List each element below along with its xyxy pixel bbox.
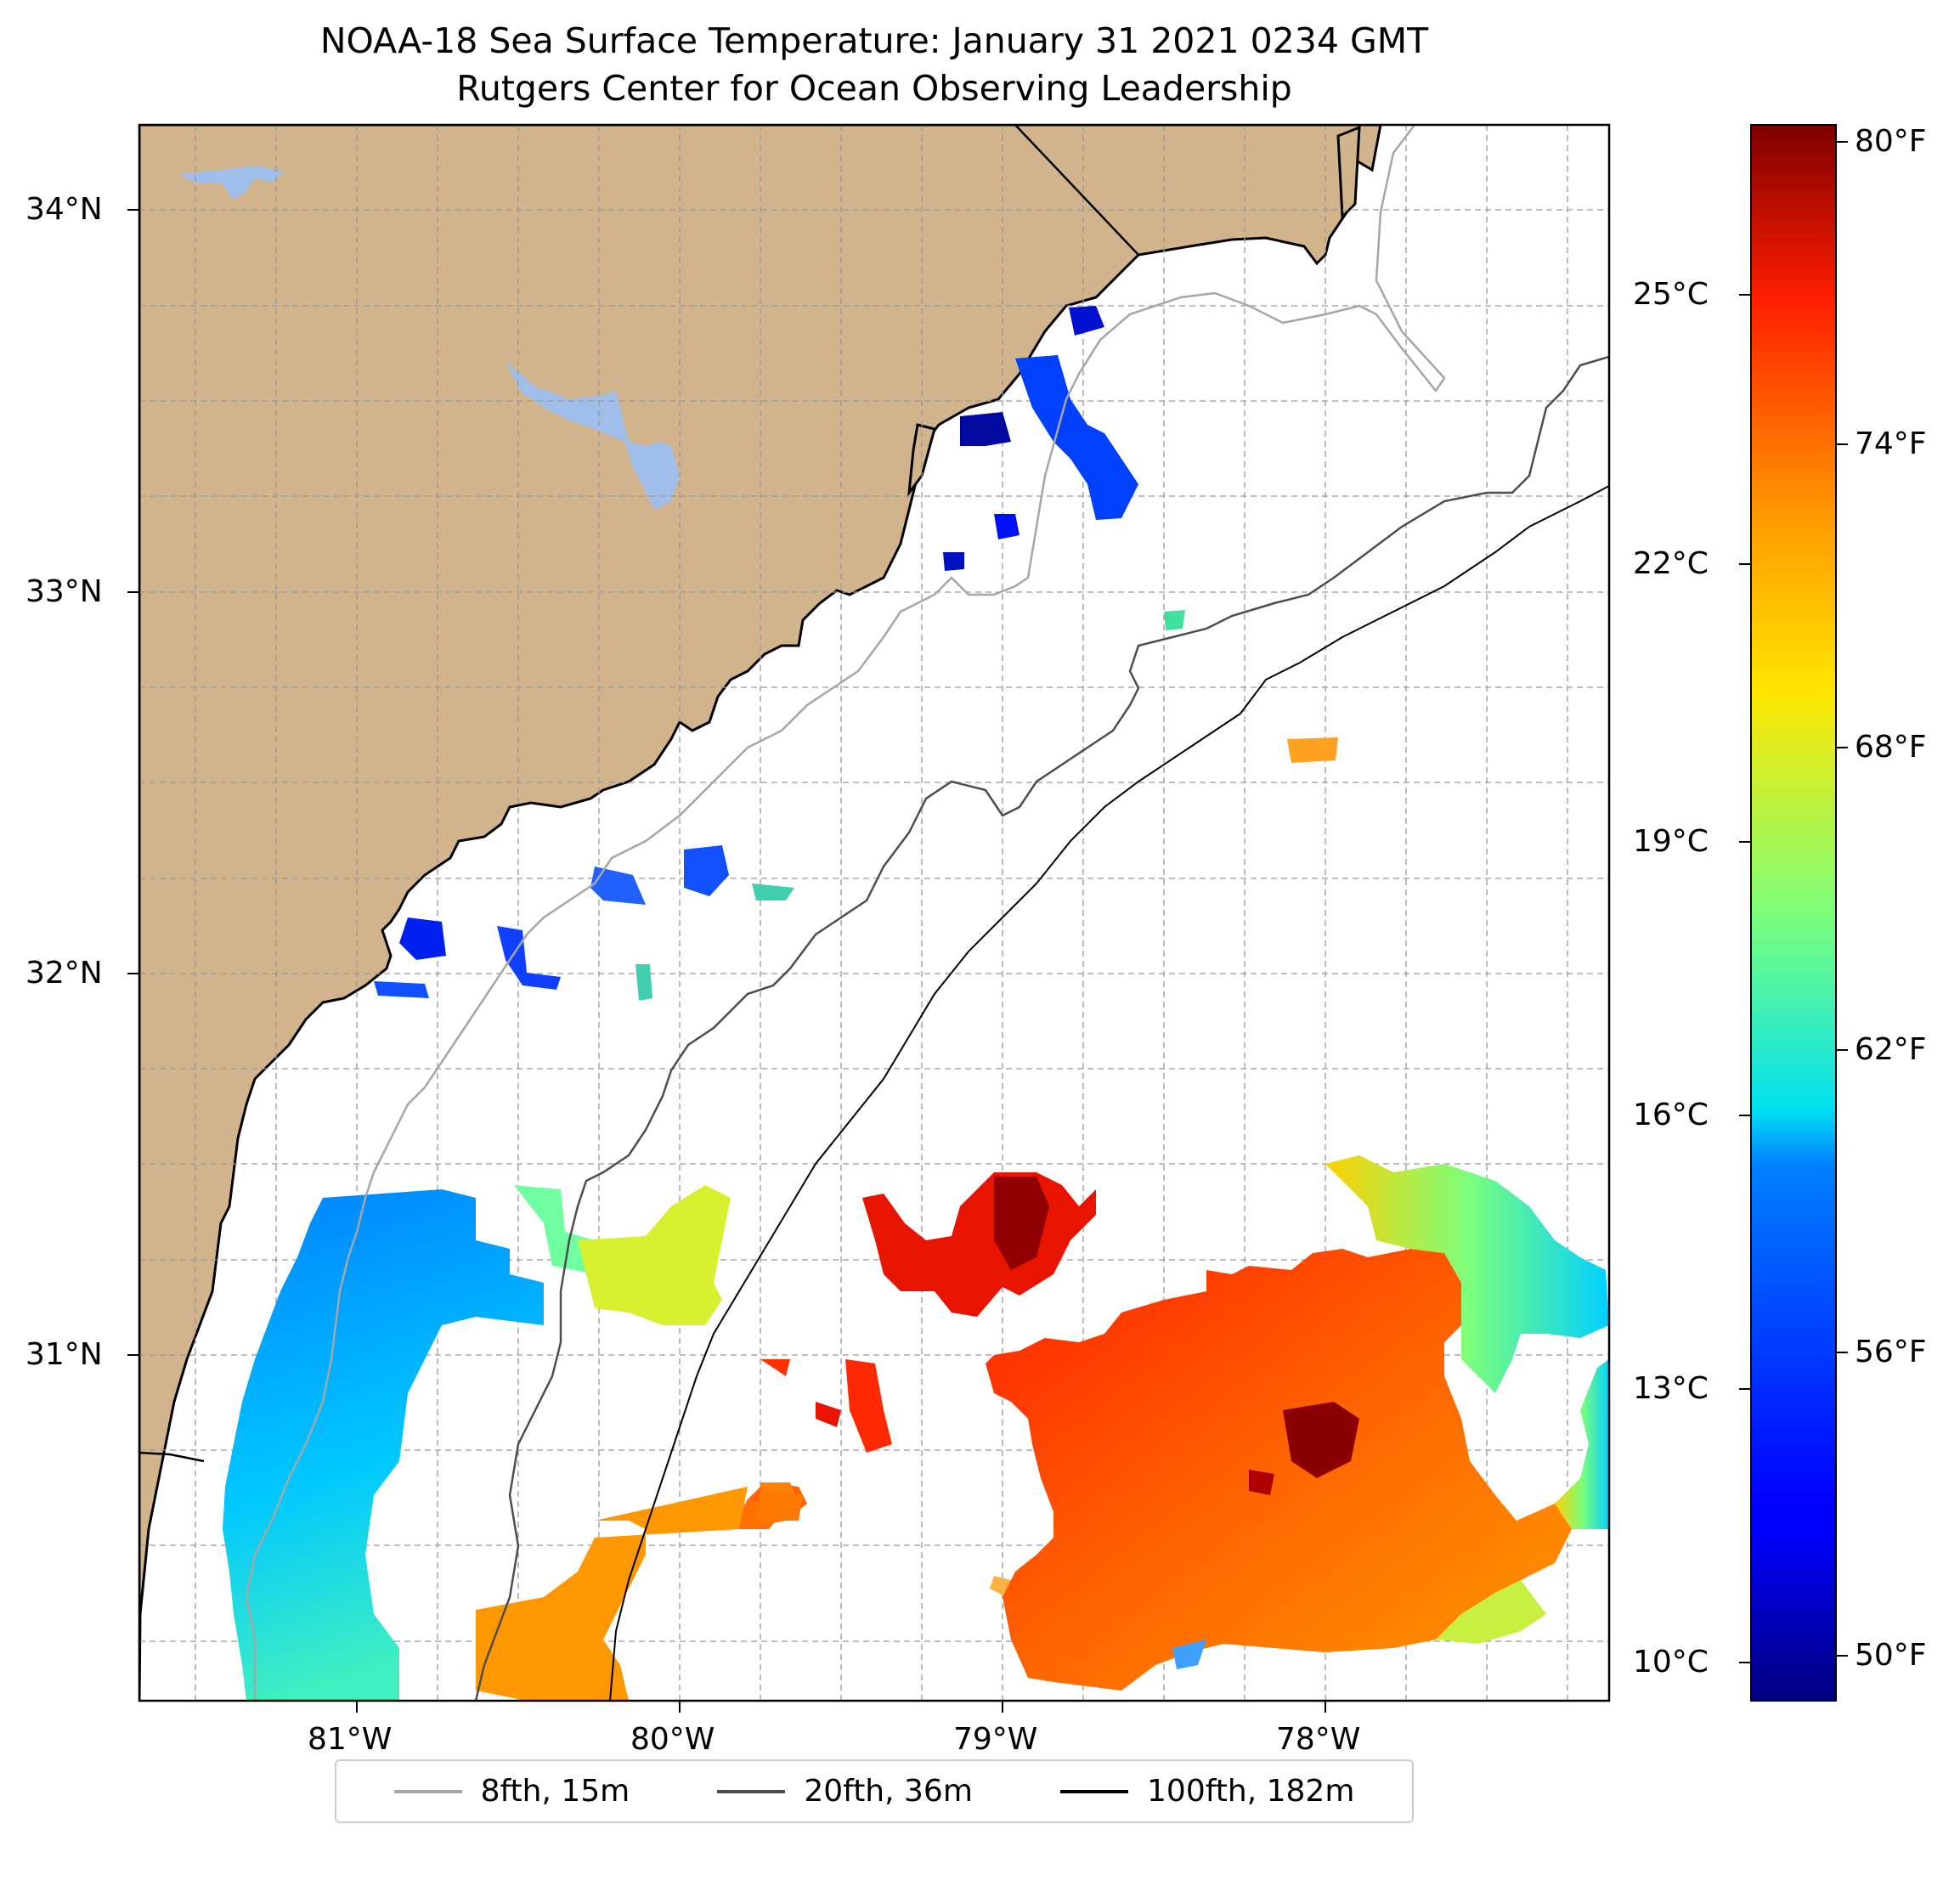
colorbar-celsius-label: 10°C [1633,1645,1709,1680]
sst-eastern-band [1325,1155,1609,1393]
sst-hot-core [1249,1470,1274,1495]
colorbar-fahrenheit-label: 68°F [1855,730,1927,765]
colorbar-celsius-label: 19°C [1633,824,1709,859]
lat-tick-label: 31°N [25,1337,103,1372]
legend-label: 20fth, 36m [804,1774,973,1809]
colorbar-fahrenheit-label: 50°F [1855,1638,1927,1673]
lake [506,361,680,510]
sst-eastern-band [1555,1359,1609,1529]
legend-label: 100fth, 182m [1147,1774,1355,1809]
state-border [1014,125,1139,256]
lon-tick-label: 79°W [953,1722,1038,1757]
colorbar-celsius-label: 22°C [1633,546,1709,581]
sst-cold-patches [374,306,1338,1001]
colorbar-ticks [1739,141,1848,1663]
legend-item-8fth: 8fth, 15m [393,1774,630,1809]
coastal-island [1336,125,1361,220]
colorbar-celsius-label: 16°C [1633,1098,1709,1132]
lake [178,166,285,200]
sst-coastal-cool-region [223,1189,544,1701]
legend-item-20fth: 20fth, 36m [717,1774,973,1809]
legend-line-swatch [393,1789,462,1793]
isobath-100fth [609,485,1609,1701]
map-frame [138,123,1611,1702]
map-title: NOAA-18 Sea Surface Temperature: January… [319,20,1429,61]
colorbar-fahrenheit-label: 62°F [1855,1032,1927,1067]
sst-mid-patch [578,1185,731,1325]
colorbar-celsius-label: 25°C [1633,277,1709,312]
map-subtitle: Rutgers Center for Ocean Observing Leade… [456,68,1292,109]
colorbar [1750,124,1837,1702]
colorbar-fahrenheit-label: 56°F [1855,1335,1927,1369]
sst-warm-region [986,1249,1572,1691]
sst-mid-patch [514,1185,595,1274]
lat-tick-label: 34°N [25,192,103,227]
legend-line-swatch [717,1789,786,1793]
lon-tick-label: 80°W [630,1722,715,1757]
isobath-8fth [245,125,1446,1701]
sst-hot-core [1283,1402,1359,1478]
lat-tick-label: 33°N [25,574,103,609]
lon-tick-label: 81°W [308,1722,393,1757]
sst-mid-patch [1436,1580,1546,1644]
isobath-legend: 8fth, 15m 20fth, 36m 100fth, 182m [335,1759,1414,1823]
sst-cold-patch [1172,1640,1206,1669]
legend-item-100fth: 100fth, 182m [1060,1774,1354,1809]
state-border [139,1451,205,1463]
axis-ticks [127,209,1326,1713]
colorbar-fahrenheit-label: 80°F [1855,124,1927,159]
colorbar-fahrenheit-label: 74°F [1855,426,1927,461]
legend-label: 8fth, 15m [480,1774,630,1809]
land-area [139,125,1382,1701]
colorbar-celsius-label: 13°C [1633,1371,1709,1406]
lon-tick-label: 78°W [1276,1722,1361,1757]
sst-warm-patches [476,1172,1130,1701]
legend-line-swatch [1060,1789,1129,1793]
coastal-island [907,423,936,498]
lat-tick-label: 32°N [25,956,103,991]
isobath-20fth [474,355,1609,1701]
